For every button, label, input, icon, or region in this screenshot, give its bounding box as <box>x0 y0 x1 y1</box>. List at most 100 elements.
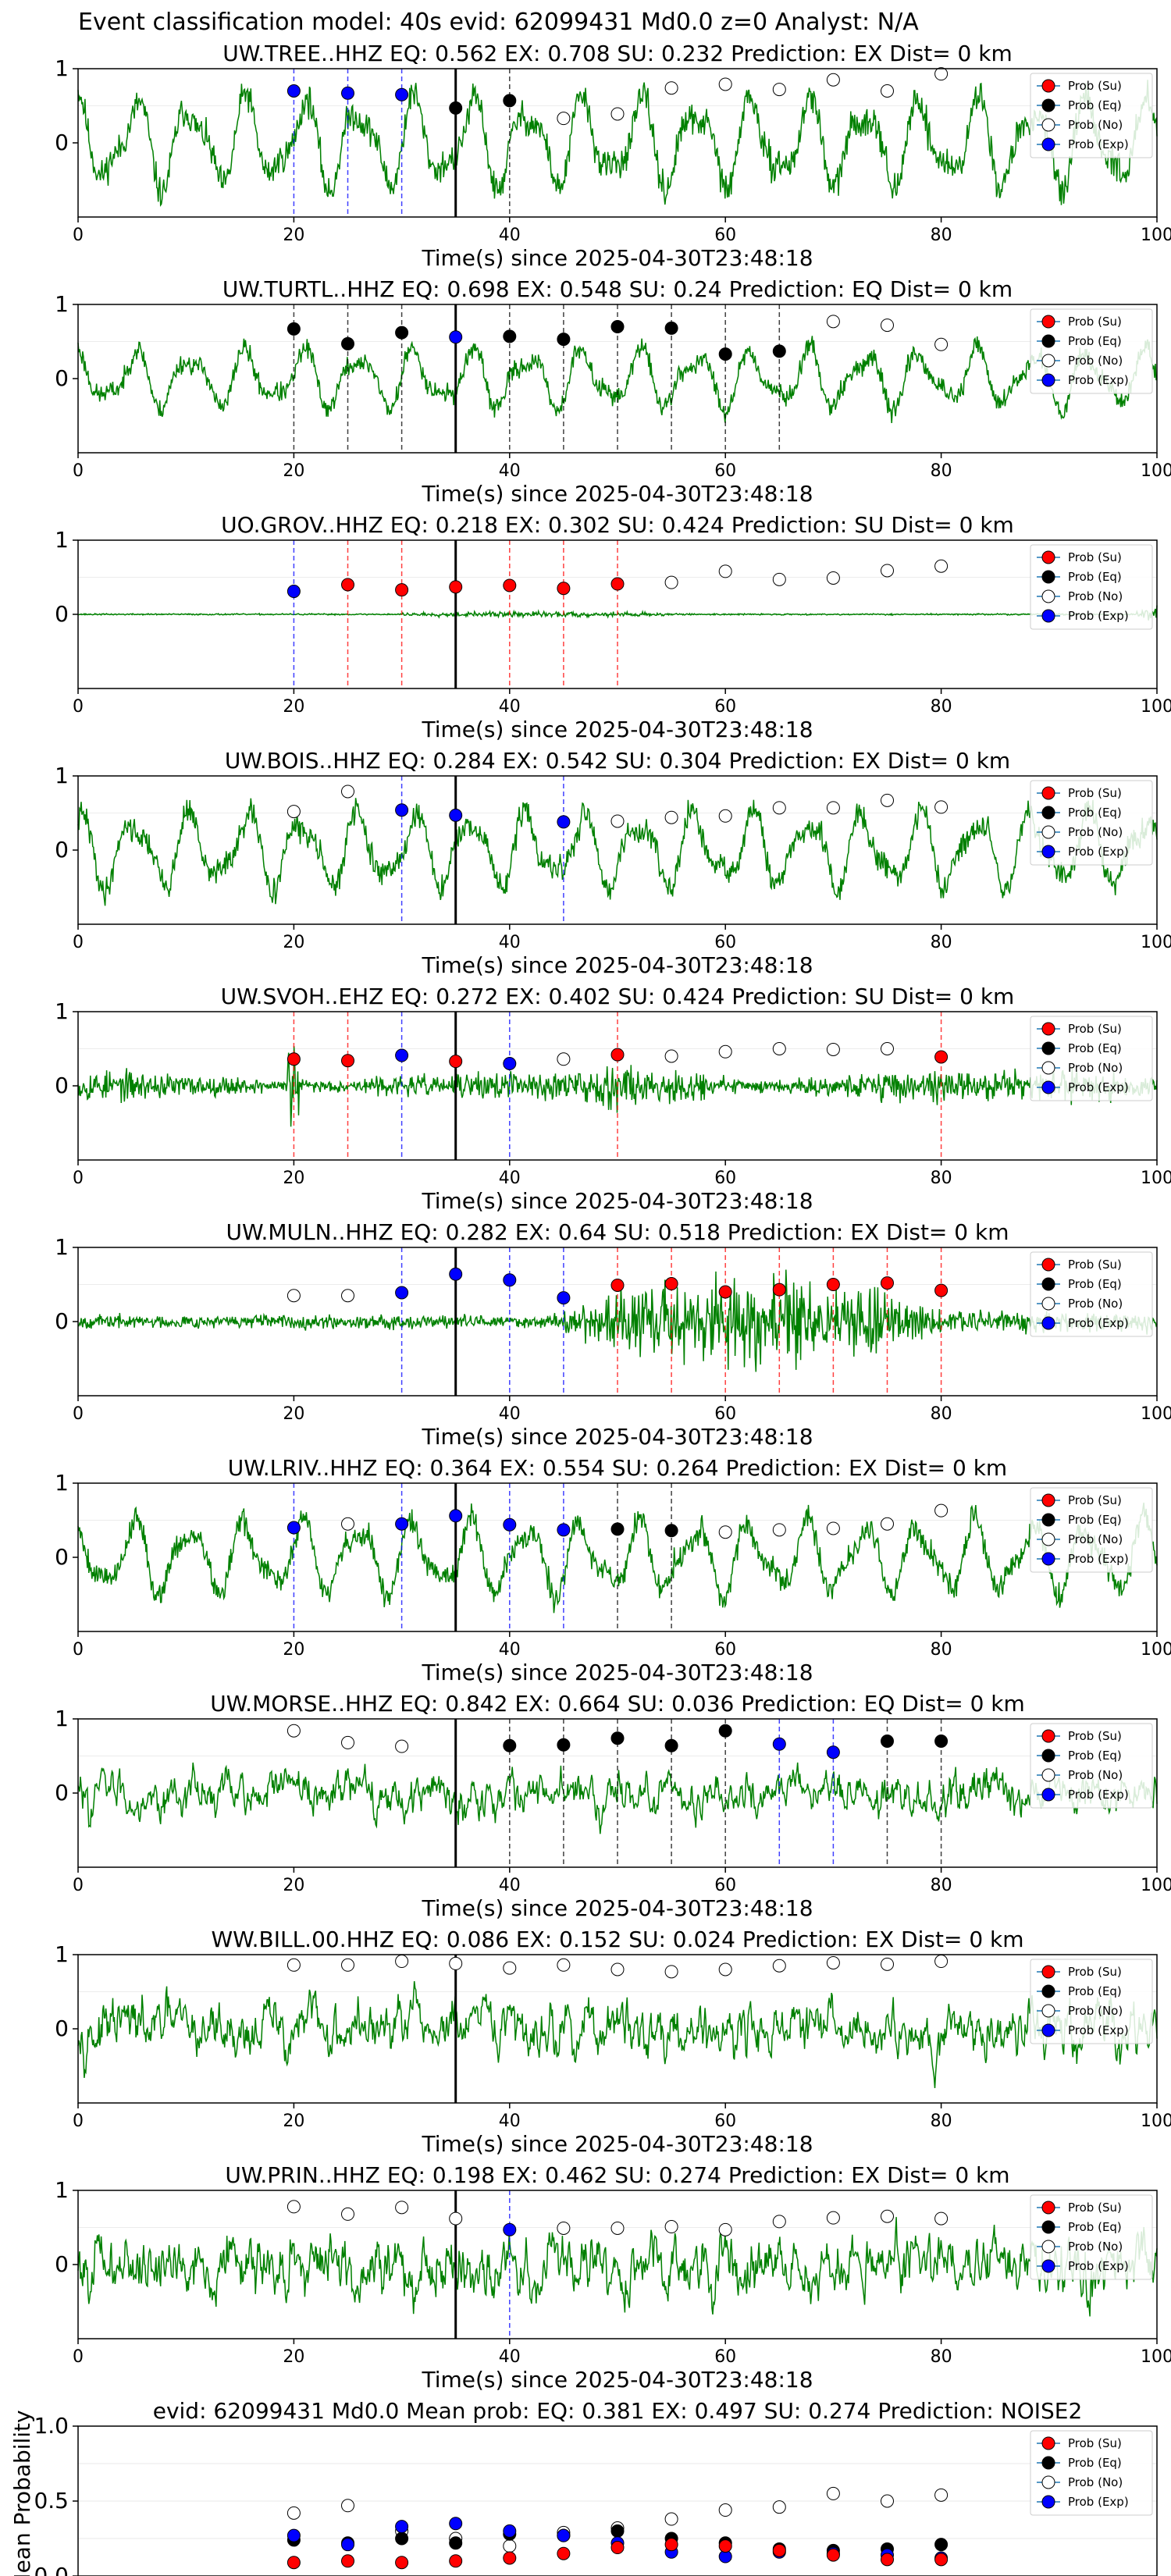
legend-marker <box>1041 98 1055 112</box>
prob-marker-no <box>934 1955 949 1969</box>
legend-marker <box>1041 1258 1055 1272</box>
prob-marker-no <box>718 1962 732 1976</box>
mean-prob-marker-exp <box>557 2528 571 2542</box>
legend-label: Prob (Su) <box>1068 1729 1122 1743</box>
prob-marker-exp <box>503 1057 517 1070</box>
prob-marker-no <box>664 81 678 95</box>
legend-label: Prob (Exp) <box>1068 2495 1129 2509</box>
legend-marker <box>1041 2220 1055 2234</box>
mean-prob-marker-exp <box>503 2524 517 2538</box>
panel: UW.BOIS..HHZ EQ: 0.284 EX: 0.542 SU: 0.3… <box>55 748 1171 978</box>
y-tick-label: 0 <box>55 1544 69 1570</box>
x-tick-label: 100 <box>1141 1404 1171 1424</box>
legend-label: Prob (Eq) <box>1068 1749 1122 1763</box>
prob-marker-no <box>881 318 894 333</box>
prob-marker-exp <box>449 1509 463 1523</box>
prob-marker-no <box>449 2211 463 2226</box>
x-tick-label: 60 <box>714 2347 736 2367</box>
x-tick-label: 100 <box>1141 461 1171 481</box>
x-axis-label: Time(s) since 2025-04-30T23:48:18 <box>421 245 813 271</box>
legend-label: Prob (Exp) <box>1068 137 1129 151</box>
waveform-trace <box>77 1980 1158 2089</box>
x-tick-label: 100 <box>1141 1640 1171 1660</box>
prob-marker-no <box>826 571 840 585</box>
legend-label: Prob (No) <box>1068 1768 1123 1782</box>
prob-marker-no <box>826 2211 840 2225</box>
x-tick-label: 20 <box>283 1404 304 1424</box>
legend-box <box>1030 1723 1153 1809</box>
legend-label: Prob (Su) <box>1068 1022 1122 1036</box>
x-tick-label: 40 <box>499 226 521 245</box>
legend-box <box>1030 2194 1153 2280</box>
prob-marker-no <box>610 107 625 121</box>
x-tick-label: 100 <box>1141 933 1171 952</box>
legend-marker <box>1041 1788 1055 1802</box>
legend-box <box>1030 780 1153 866</box>
legend-label: Prob (No) <box>1068 2240 1123 2254</box>
prob-marker-no <box>395 1739 409 1753</box>
prob-marker-eq <box>503 329 517 343</box>
prob-marker-exp <box>557 1523 571 1537</box>
panel: evid: 62099431 Md0.0 Mean prob: EQ: 0.38… <box>9 2398 1158 2576</box>
prob-marker-eq <box>718 347 732 361</box>
x-tick-label: 60 <box>714 1640 736 1660</box>
mean-prob-marker-exp <box>395 2520 409 2534</box>
panel-title: UW.TREE..HHZ EQ: 0.562 EX: 0.708 SU: 0.2… <box>222 41 1013 66</box>
prob-marker-eq <box>557 1738 571 1752</box>
x-tick-label: 80 <box>931 226 952 245</box>
prob-marker-exp <box>772 1737 786 1751</box>
y-tick-label: 1.0 <box>34 2413 69 2439</box>
legend-marker <box>1041 2201 1055 2215</box>
legend-marker <box>1041 589 1055 603</box>
x-tick-label: 40 <box>499 461 521 481</box>
panel-title: UW.BOIS..HHZ EQ: 0.284 EX: 0.542 SU: 0.3… <box>225 748 1010 774</box>
prob-marker-no <box>934 67 949 81</box>
prob-marker-su <box>341 578 354 592</box>
legend-label: Prob (Su) <box>1068 315 1122 329</box>
prob-marker-no <box>934 559 949 573</box>
prob-marker-no <box>881 1042 894 1055</box>
figure-suptitle: Event classification model: 40s evid: 62… <box>78 9 919 36</box>
y-tick-label: 1 <box>55 1941 69 1967</box>
prob-marker-su <box>772 1283 786 1297</box>
x-tick-label: 100 <box>1141 1169 1171 1188</box>
prob-marker-no <box>557 1052 571 1066</box>
mean-prob-marker-exp <box>287 2528 301 2542</box>
panel: UO.GROV..HHZ EQ: 0.218 EX: 0.302 SU: 0.4… <box>55 512 1171 742</box>
prob-marker-exp <box>395 87 409 101</box>
waveform-trace <box>77 80 1158 208</box>
legend-marker <box>1041 1061 1055 1075</box>
waveform-trace <box>77 2217 1158 2317</box>
mean-prob-marker-su <box>395 2556 409 2570</box>
prob-marker-no <box>287 805 301 819</box>
prob-marker-no <box>772 1042 786 1055</box>
prob-marker-no <box>934 1503 949 1517</box>
prob-marker-su <box>503 578 517 592</box>
x-tick-label: 80 <box>931 697 952 717</box>
legend-label: Prob (No) <box>1068 589 1123 603</box>
x-tick-label: 40 <box>499 1640 521 1660</box>
prob-marker-eq <box>341 336 354 350</box>
x-tick-label: 0 <box>73 1876 84 1895</box>
legend-marker <box>1041 2259 1055 2273</box>
legend-marker <box>1041 825 1055 839</box>
mean-prob-marker-no <box>341 2499 354 2513</box>
legend-label: Prob (Exp) <box>1068 2023 1129 2037</box>
prob-marker-exp <box>557 815 571 829</box>
legend-marker <box>1041 1984 1055 1998</box>
prob-marker-su <box>610 1278 625 1292</box>
prob-marker-no <box>826 801 840 815</box>
legend-marker <box>1041 2475 1055 2489</box>
prob-marker-exp <box>503 2222 517 2236</box>
prob-marker-no <box>826 1955 840 1969</box>
prob-marker-eq <box>610 1522 625 1536</box>
legend-label: Prob (Su) <box>1068 786 1122 800</box>
mean-prob-marker-no <box>772 2500 786 2514</box>
y-tick-label: 1 <box>55 763 69 788</box>
y-tick-label: 0 <box>55 601 69 627</box>
legend-label: Prob (Su) <box>1068 550 1122 564</box>
prob-marker-no <box>826 73 840 87</box>
prob-marker-no <box>341 1735 354 1749</box>
legend-label: Prob (Su) <box>1068 1258 1122 1272</box>
y-tick-label: 1 <box>55 2177 69 2203</box>
